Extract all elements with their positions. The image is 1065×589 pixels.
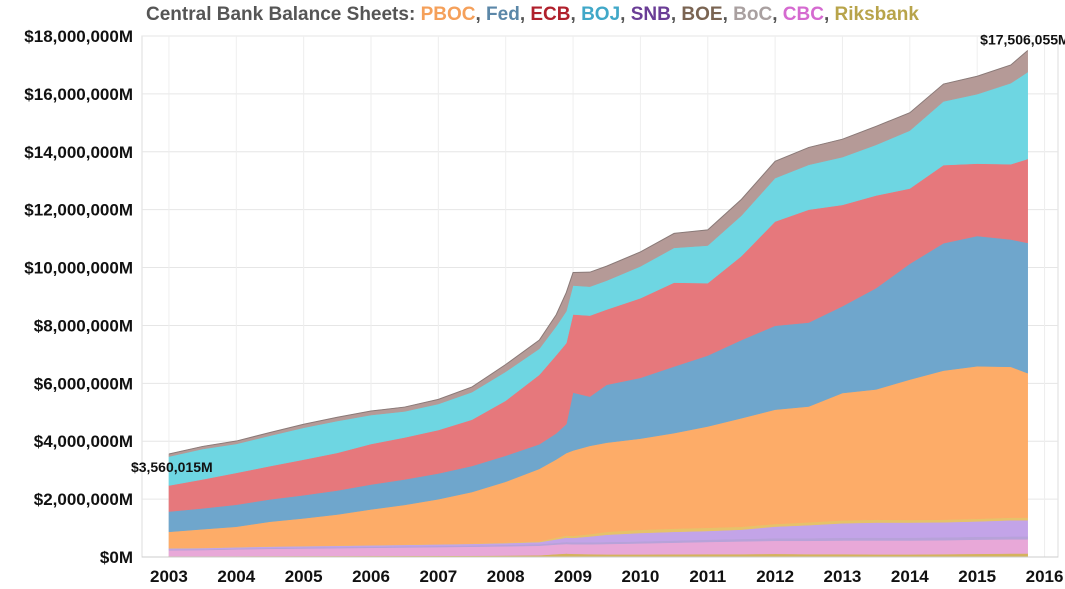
- x-tick-label: 2005: [285, 567, 323, 586]
- x-tick-label: 2008: [487, 567, 525, 586]
- legend-separator: ,: [475, 4, 487, 25]
- y-tick-label: $8,000,000M: [34, 316, 133, 335]
- y-tick-label: $10,000,000M: [24, 259, 133, 278]
- y-tick-label: $6,000,000M: [34, 374, 133, 393]
- y-tick-label: $18,000,000M: [24, 27, 133, 46]
- x-tick-label: 2015: [958, 567, 996, 586]
- legend-separator: ,: [519, 4, 531, 25]
- x-tick-label: 2006: [352, 567, 390, 586]
- legend-item-cbc: CBC: [782, 4, 824, 25]
- x-axis: 2003 2004 2005 2006 2007 2008 2009 2010 2011 2012…: [142, 556, 1064, 586]
- x-tick-label: 2003: [150, 567, 188, 586]
- y-tick-label: $16,000,000M: [24, 85, 133, 104]
- legend-separator: ,: [570, 4, 582, 25]
- total-outline: [168, 50, 1029, 455]
- x-tick-label: 2009: [554, 567, 592, 586]
- end-total-label: $17,506,055M: [980, 31, 1065, 47]
- x-tick-label: 2013: [824, 567, 862, 586]
- start-total-label: $3,560,015M: [131, 459, 213, 475]
- legend-item-boj: BOJ: [581, 4, 621, 25]
- y-axis: $0M $2,000,000M $4,000,000M $6,000,000M $8,0…: [24, 27, 133, 567]
- y-tick-label: $0M: [100, 548, 133, 567]
- chart-title: Central Bank Balance Sheets: PBOC, Fed, …: [0, 4, 1065, 26]
- x-tick-label: 2007: [419, 567, 457, 586]
- legend: PBOC, Fed, ECB, BOJ, SNB, BOE, BoC, CBC,…: [421, 4, 919, 25]
- x-tick-label: 2010: [621, 567, 659, 586]
- legend-separator: ,: [772, 4, 783, 25]
- x-tick-label: 2004: [217, 567, 255, 586]
- legend-separator: ,: [620, 4, 631, 25]
- legend-item-pboc: PBOC: [420, 4, 476, 25]
- x-tick-label: 2016: [1026, 567, 1064, 586]
- stacked-areas: [168, 49, 1029, 558]
- y-tick-label: $2,000,000M: [34, 490, 133, 509]
- legend-item-snb: SNB: [630, 4, 671, 25]
- x-tick-label: 2014: [891, 567, 929, 586]
- legend-separator: ,: [670, 4, 682, 25]
- legend-item-boc: BoC: [733, 4, 773, 25]
- y-tick-label: $12,000,000M: [24, 201, 133, 220]
- legend-separator: ,: [823, 4, 835, 25]
- x-tick-label: 2011: [689, 567, 726, 586]
- legend-separator: ,: [722, 4, 734, 25]
- x-tick-label: 2012: [756, 567, 794, 586]
- legend-item-fed: Fed: [486, 4, 520, 25]
- legend-item-ecb: ECB: [530, 4, 571, 25]
- chart-title-prefix: Central Bank Balance Sheets:: [146, 4, 416, 25]
- y-tick-label: $14,000,000M: [24, 143, 133, 162]
- y-tick-label: $4,000,000M: [34, 432, 133, 451]
- legend-item-riksbank: Riksbank: [834, 4, 919, 25]
- annotations: $3,560,015M $17,506,055M: [131, 31, 1065, 475]
- legend-item-boe: BOE: [681, 4, 723, 25]
